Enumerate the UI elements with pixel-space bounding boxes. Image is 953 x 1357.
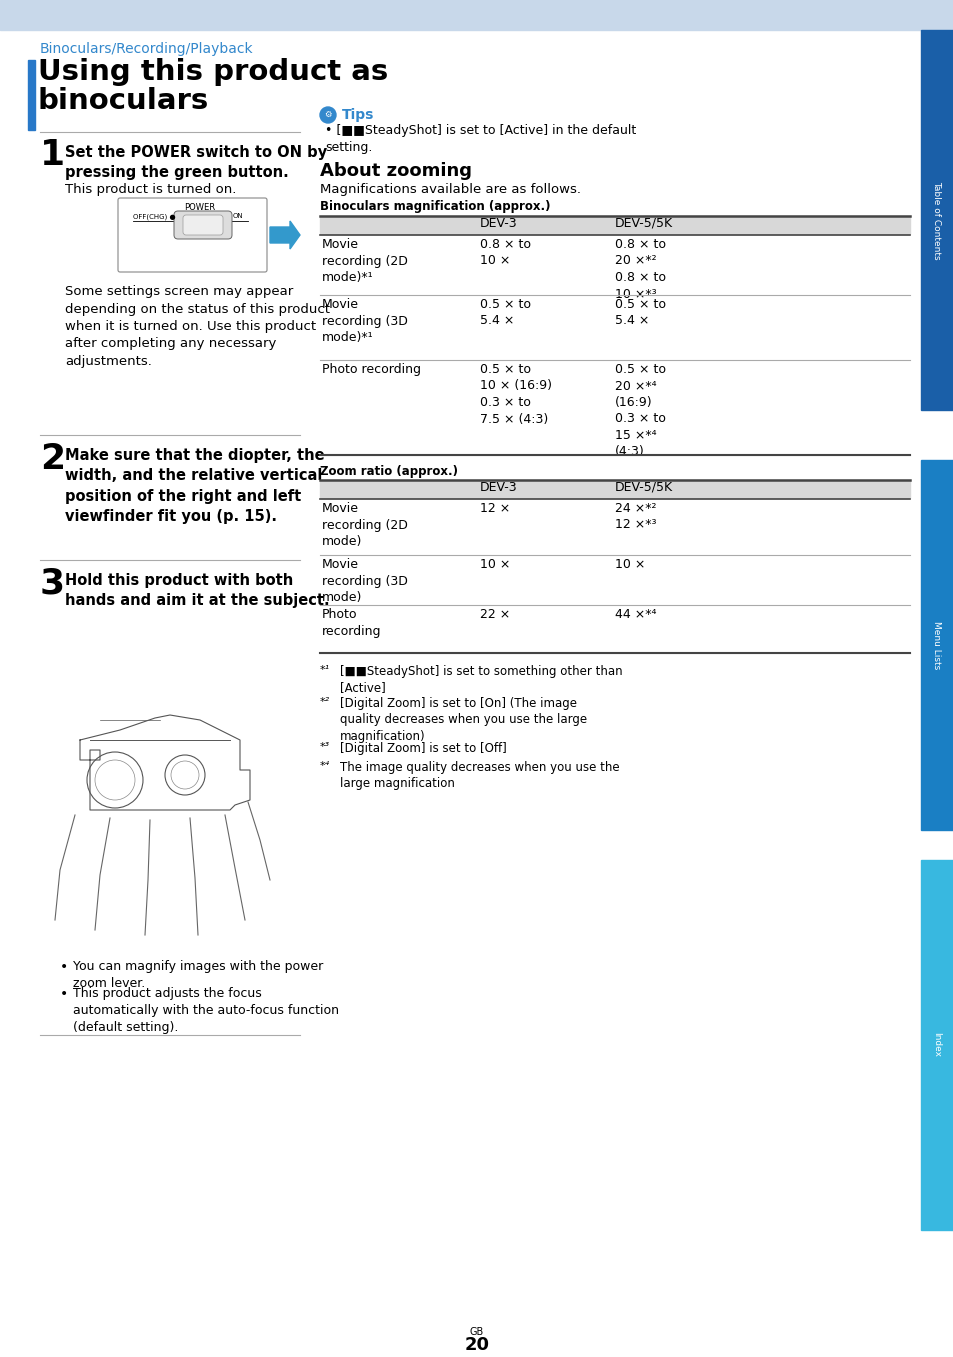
FancyBboxPatch shape [173, 210, 232, 239]
Text: ON: ON [233, 213, 243, 218]
Text: DEV-5/5K: DEV-5/5K [615, 480, 673, 494]
Text: Zoom ratio (approx.): Zoom ratio (approx.) [319, 465, 457, 478]
Bar [0, 0, 953, 30]
Text: Binoculars magnification (approx.): Binoculars magnification (approx.) [319, 199, 550, 213]
FancyBboxPatch shape [118, 198, 267, 271]
Text: 0.5 × to
20 ×*⁴
(16:9)
0.3 × to
15 ×*⁴
(4:3): 0.5 × to 20 ×*⁴ (16:9) 0.3 × to 15 ×*⁴ (… [615, 364, 665, 459]
Text: 24 ×*²
12 ×*³: 24 ×*² 12 ×*³ [615, 502, 656, 532]
Text: DEV-5/5K: DEV-5/5K [615, 217, 673, 229]
Text: 10 ×: 10 × [615, 558, 644, 571]
Text: Index: Index [931, 1033, 941, 1057]
Text: Photo
recording: Photo recording [322, 608, 381, 638]
Text: Photo recording: Photo recording [322, 364, 420, 376]
Text: Some settings screen may appear
depending on the status of this product
when it : Some settings screen may appear dependin… [65, 285, 330, 368]
Text: About zooming: About zooming [319, 161, 472, 180]
Text: Table of Contents: Table of Contents [931, 180, 941, 259]
Text: Movie
recording (3D
mode)*¹: Movie recording (3D mode)*¹ [322, 299, 408, 345]
Text: ⚙: ⚙ [324, 110, 332, 119]
Text: *³: *³ [319, 742, 330, 752]
Text: 0.8 × to
20 ×*²
0.8 × to
10 ×*³: 0.8 × to 20 ×*² 0.8 × to 10 ×*³ [615, 237, 665, 300]
Bar [920, 860, 953, 1229]
Text: Set the POWER switch to ON by
pressing the green button.: Set the POWER switch to ON by pressing t… [65, 145, 327, 180]
Text: 10 ×: 10 × [479, 558, 510, 571]
Text: Using this product as: Using this product as [38, 58, 388, 85]
Text: [■■SteadyShot] is set to something other than
[Active]: [■■SteadyShot] is set to something other… [339, 665, 622, 695]
Text: Movie
recording (2D
mode)*¹: Movie recording (2D mode)*¹ [322, 237, 408, 284]
Text: 0.5 × to
10 × (16:9)
0.3 × to
7.5 × (4:3): 0.5 × to 10 × (16:9) 0.3 × to 7.5 × (4:3… [479, 364, 552, 426]
Text: DEV-3: DEV-3 [479, 480, 517, 494]
Bar [920, 460, 953, 830]
Text: Tips: Tips [341, 109, 374, 122]
Bar [28, 60, 35, 130]
Polygon shape [270, 221, 299, 248]
Text: [Digital Zoom] is set to [Off]: [Digital Zoom] is set to [Off] [339, 742, 506, 754]
Bar [319, 216, 909, 233]
Text: GB: GB [470, 1327, 483, 1337]
Text: 3: 3 [40, 567, 65, 601]
Text: •: • [60, 959, 69, 974]
Text: You can magnify images with the power
zoom lever.: You can magnify images with the power zo… [73, 959, 323, 991]
Text: This product is turned on.: This product is turned on. [65, 183, 236, 195]
Text: Binoculars/Recording/Playback: Binoculars/Recording/Playback [40, 42, 253, 56]
Text: 22 ×: 22 × [479, 608, 510, 622]
Text: *¹: *¹ [319, 665, 330, 674]
Text: 0.5 × to
5.4 ×: 0.5 × to 5.4 × [479, 299, 531, 327]
Text: *⁴: *⁴ [319, 761, 330, 771]
Bar [920, 30, 953, 410]
Text: *²: *² [319, 697, 330, 707]
Text: •: • [60, 987, 69, 1001]
Text: • [■■SteadyShot] is set to [Active] in the default
setting.: • [■■SteadyShot] is set to [Active] in t… [325, 123, 636, 153]
Text: Menu Lists: Menu Lists [931, 622, 941, 669]
Text: This product adjusts the focus
automatically with the auto-focus function
(defau: This product adjusts the focus automatic… [73, 987, 338, 1034]
Text: binoculars: binoculars [38, 87, 209, 115]
FancyBboxPatch shape [183, 214, 223, 235]
Text: Movie
recording (3D
mode): Movie recording (3D mode) [322, 558, 408, 604]
Text: 0.5 × to
5.4 ×: 0.5 × to 5.4 × [615, 299, 665, 327]
Text: 20: 20 [464, 1337, 489, 1354]
Text: 44 ×*⁴: 44 ×*⁴ [615, 608, 656, 622]
Text: Magnifications available are as follows.: Magnifications available are as follows. [319, 183, 580, 195]
Text: DEV-3: DEV-3 [479, 217, 517, 229]
Text: [Digital Zoom] is set to [On] (The image
quality decreases when you use the larg: [Digital Zoom] is set to [On] (The image… [339, 697, 586, 744]
Text: The image quality decreases when you use the
large magnification: The image quality decreases when you use… [339, 761, 619, 791]
Text: 1: 1 [40, 138, 65, 172]
Text: 0.8 × to
10 ×: 0.8 × to 10 × [479, 237, 531, 267]
Bar [319, 480, 909, 498]
Text: Hold this product with both
hands and aim it at the subject.: Hold this product with both hands and ai… [65, 573, 330, 608]
Text: Make sure that the diopter, the
width, and the relative vertical
position of the: Make sure that the diopter, the width, a… [65, 448, 324, 524]
Text: OFF(CHG) ●: OFF(CHG) ● [132, 213, 175, 220]
Text: 2: 2 [40, 442, 65, 476]
Circle shape [319, 107, 335, 123]
Text: 12 ×: 12 × [479, 502, 510, 516]
Text: POWER: POWER [184, 204, 215, 212]
Text: Movie
recording (2D
mode): Movie recording (2D mode) [322, 502, 408, 548]
